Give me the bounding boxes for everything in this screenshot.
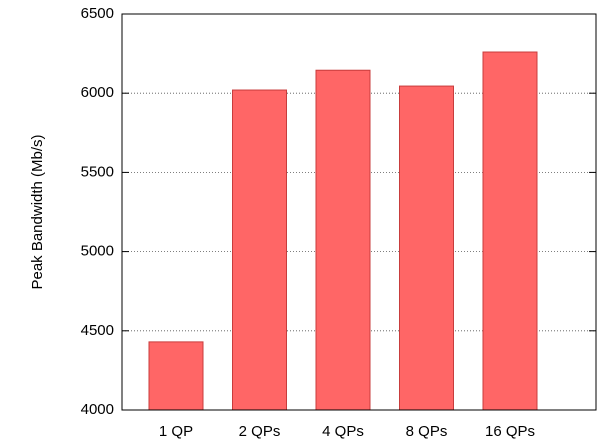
- bar: [148, 341, 204, 411]
- x-tick-label: 1 QP: [159, 423, 193, 440]
- x-tick-label: 2 QPs: [239, 423, 281, 440]
- y-tick-label: 6500: [81, 5, 114, 22]
- y-tick-label: 5000: [81, 243, 114, 260]
- x-tick-label: 16 QPs: [485, 423, 535, 440]
- x-tick-label: 8 QPs: [406, 423, 448, 440]
- bar: [315, 69, 371, 411]
- y-tick-label: 4000: [81, 401, 114, 418]
- y-axis-label: Peak Bandwidth (Mb/s): [29, 134, 46, 289]
- bar: [232, 89, 287, 411]
- y-tick-label: 6000: [81, 84, 114, 101]
- bar: [399, 85, 454, 411]
- y-tick-label: 5500: [81, 163, 114, 180]
- bar: [482, 51, 538, 411]
- plot-frame: [121, 13, 597, 411]
- y-tick-label: 4500: [81, 322, 114, 339]
- x-tick-label: 4 QPs: [322, 423, 364, 440]
